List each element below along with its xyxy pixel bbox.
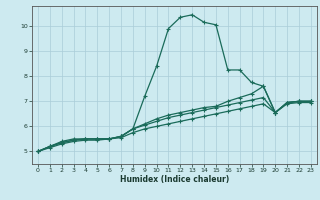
- X-axis label: Humidex (Indice chaleur): Humidex (Indice chaleur): [120, 175, 229, 184]
